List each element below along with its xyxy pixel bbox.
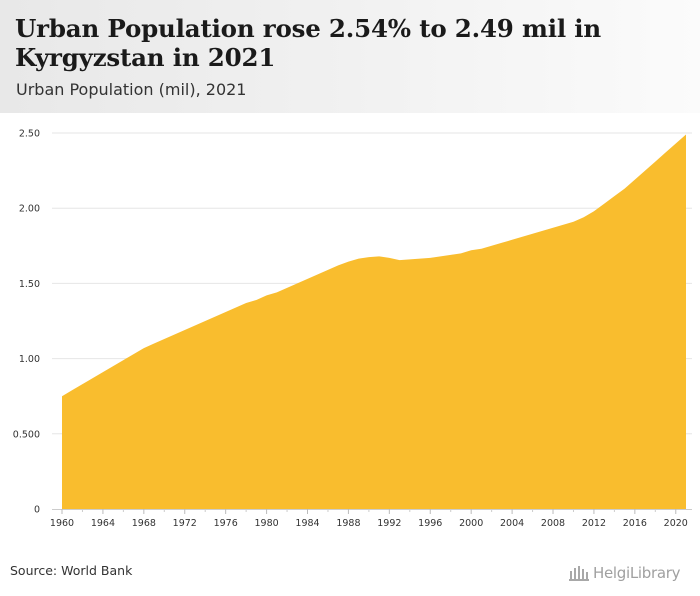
library-building-icon xyxy=(569,566,589,581)
x-tick-label: 1988 xyxy=(336,518,360,529)
x-tick-label: 1964 xyxy=(91,518,115,529)
x-tick-label: 1976 xyxy=(214,518,238,529)
x-tick-label: 1968 xyxy=(132,518,156,529)
y-tick-label: 1.50 xyxy=(19,279,40,290)
y-tick-label: 0 xyxy=(34,505,40,516)
x-tick-label: 2008 xyxy=(541,518,565,529)
axis-layer: 0 0.500 1.00 1.50 2.00 2.50 1960 1964 1968 1972 19… xyxy=(13,129,692,529)
x-tick-label: 1980 xyxy=(254,518,278,529)
y-tick-label: 0.500 xyxy=(13,429,40,440)
x-tick-label: 1972 xyxy=(173,518,197,529)
chart-subtitle: Urban Population (mil), 2021 xyxy=(16,80,247,99)
x-tick-label: 2004 xyxy=(500,518,524,529)
x-tick-label: 2000 xyxy=(459,518,483,529)
logo-text: HelgiLibrary xyxy=(593,564,681,582)
area-series-urban-population xyxy=(62,134,686,509)
y-tick-label: 2.50 xyxy=(19,129,40,140)
x-tick-label: 1996 xyxy=(418,518,442,529)
header-banner: Urban Population rose 2.54% to 2.49 mil … xyxy=(0,0,700,113)
chart-title: Urban Population rose 2.54% to 2.49 mil … xyxy=(15,14,601,72)
area-layer xyxy=(62,134,686,509)
source-note: Source: World Bank xyxy=(10,563,133,578)
helgi-library-logo: HelgiLibrary xyxy=(568,562,692,584)
y-tick-label: 2.00 xyxy=(19,204,40,215)
y-tick-label: 1.00 xyxy=(19,354,40,365)
x-tick-label: 2020 xyxy=(664,518,688,529)
x-tick-label: 1992 xyxy=(377,518,401,529)
area-chart: 0 0.500 1.00 1.50 2.00 2.50 1960 1964 1968 1972 19… xyxy=(13,129,692,529)
x-tick-label: 1984 xyxy=(295,518,319,529)
x-tick-label: 2016 xyxy=(623,518,647,529)
x-tick-label: 1960 xyxy=(50,518,74,529)
x-tick-label: 2012 xyxy=(582,518,606,529)
